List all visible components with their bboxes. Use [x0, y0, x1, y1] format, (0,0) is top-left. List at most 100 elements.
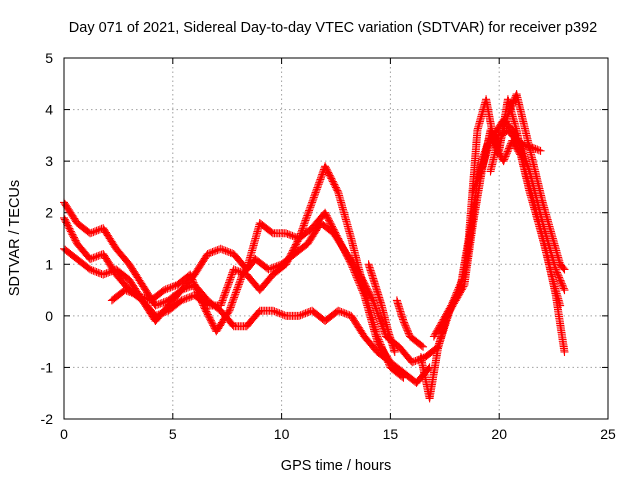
data-point	[267, 264, 276, 273]
data-point	[390, 347, 399, 356]
data-point	[220, 291, 229, 300]
data-point	[225, 306, 234, 315]
data-point	[560, 286, 569, 295]
data-point	[224, 280, 233, 289]
data-point	[270, 307, 279, 316]
data-point	[91, 253, 99, 262]
axis-ticks: 0 5 10 15 20 25 -2 -1 0 1 2 3 4 5	[41, 50, 616, 442]
data-point	[482, 144, 491, 153]
data-point	[233, 266, 241, 275]
data-point	[273, 308, 282, 317]
data-point	[299, 223, 308, 231]
data-point	[232, 287, 241, 295]
x-axis-label: GPS time / hours	[281, 458, 391, 474]
data-point	[386, 358, 395, 367]
data-point	[385, 357, 394, 366]
x-tick-label: 25	[600, 426, 616, 442]
y-tick-label: 3	[45, 153, 53, 169]
data-point	[264, 265, 273, 274]
data-point	[92, 252, 101, 261]
data-point	[296, 229, 305, 238]
data-point	[286, 231, 295, 240]
data-point	[305, 206, 314, 215]
data-point	[157, 299, 166, 307]
y-tick-label: 1	[45, 256, 53, 272]
data-point	[105, 268, 114, 276]
data-point	[314, 182, 322, 190]
data-point	[317, 173, 325, 182]
data-point	[375, 314, 384, 323]
data-point	[194, 290, 203, 299]
data-point	[274, 261, 283, 270]
data-point	[369, 296, 377, 305]
data-point	[229, 295, 238, 304]
data-point	[182, 294, 191, 303]
data-points	[60, 90, 569, 403]
y-axis-label: SDTVAR / TECUs	[7, 180, 23, 296]
data-point	[226, 275, 235, 284]
data-point	[536, 146, 545, 155]
data-point	[195, 293, 204, 302]
data-point	[342, 309, 351, 318]
data-point	[156, 299, 165, 308]
data-point	[233, 285, 242, 294]
data-point	[161, 285, 170, 294]
data-point	[205, 249, 214, 258]
data-point	[275, 309, 284, 318]
y-tick-label: 5	[45, 50, 53, 66]
data-point	[302, 214, 311, 223]
data-point	[302, 213, 311, 222]
plot-frame	[63, 57, 609, 420]
data-point	[166, 283, 175, 292]
data-point	[225, 278, 233, 287]
data-point	[296, 311, 305, 320]
data-point	[315, 177, 324, 186]
x-tick-label: 15	[383, 426, 399, 442]
data-point	[217, 299, 226, 308]
data-point	[225, 276, 234, 285]
data-point	[186, 270, 195, 279]
data-point	[160, 286, 169, 295]
data-point	[530, 144, 538, 153]
data-point	[129, 289, 138, 298]
data-point	[224, 248, 233, 256]
data-point	[374, 334, 382, 343]
data-point	[228, 298, 237, 307]
data-point	[233, 283, 242, 292]
data-point	[309, 193, 318, 202]
data-point	[560, 265, 569, 274]
data-point	[137, 292, 146, 301]
data-point	[374, 312, 383, 321]
data-point	[306, 203, 315, 212]
data-point	[177, 286, 186, 295]
data-point	[340, 309, 349, 318]
data-point	[374, 335, 383, 344]
data-point	[230, 291, 239, 300]
data-point	[208, 248, 217, 256]
y-tick-label: 0	[45, 308, 53, 324]
data-point	[556, 301, 565, 310]
data-point	[316, 175, 325, 184]
data-point	[189, 277, 197, 286]
data-point	[217, 298, 226, 307]
data-point	[312, 185, 321, 194]
data-point	[191, 283, 200, 292]
data-point	[419, 342, 428, 351]
data-point	[390, 346, 399, 355]
x-tick-label: 10	[274, 426, 290, 442]
data-point	[226, 303, 235, 312]
data-point	[269, 263, 278, 272]
data-point	[125, 288, 134, 296]
data-point	[376, 317, 385, 326]
data-point	[227, 270, 236, 279]
data-point	[295, 234, 303, 243]
data-point	[531, 144, 540, 153]
data-point	[559, 284, 568, 293]
data-point	[91, 267, 99, 276]
data-point	[142, 294, 151, 303]
y-tick-label: 2	[45, 205, 53, 221]
data-point	[376, 340, 385, 349]
series-track-8	[486, 126, 545, 176]
data-point	[409, 357, 418, 366]
series-track-9	[364, 260, 399, 356]
